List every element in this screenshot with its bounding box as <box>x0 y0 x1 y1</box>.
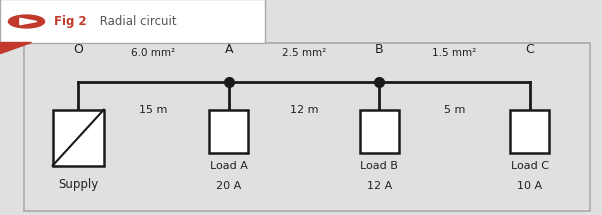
Text: 6.0 mm²: 6.0 mm² <box>131 48 176 58</box>
Text: O: O <box>73 43 83 56</box>
Bar <box>359 110 399 153</box>
Text: 12 m: 12 m <box>290 105 318 115</box>
Text: 20 A: 20 A <box>216 181 241 191</box>
Text: 2.5 mm²: 2.5 mm² <box>282 48 326 58</box>
FancyBboxPatch shape <box>0 0 265 43</box>
Bar <box>510 110 549 153</box>
Text: Load B: Load B <box>361 161 398 171</box>
Text: Load C: Load C <box>510 161 549 171</box>
Text: 15 m: 15 m <box>139 105 168 115</box>
Text: B: B <box>375 43 383 56</box>
Circle shape <box>8 15 45 28</box>
Text: Supply: Supply <box>58 178 98 191</box>
Text: 1.5 mm²: 1.5 mm² <box>432 48 477 58</box>
Text: A: A <box>225 43 233 56</box>
Text: 10 A: 10 A <box>517 181 542 191</box>
Text: C: C <box>526 43 534 56</box>
Bar <box>209 110 248 153</box>
FancyBboxPatch shape <box>24 43 590 211</box>
Text: Radial circuit: Radial circuit <box>96 15 177 28</box>
Bar <box>52 110 104 166</box>
Polygon shape <box>0 42 31 53</box>
Text: Fig 2: Fig 2 <box>54 15 87 28</box>
Text: Load A: Load A <box>210 161 247 171</box>
Text: 5 m: 5 m <box>444 105 465 115</box>
Polygon shape <box>20 18 37 25</box>
Text: 12 A: 12 A <box>367 181 392 191</box>
